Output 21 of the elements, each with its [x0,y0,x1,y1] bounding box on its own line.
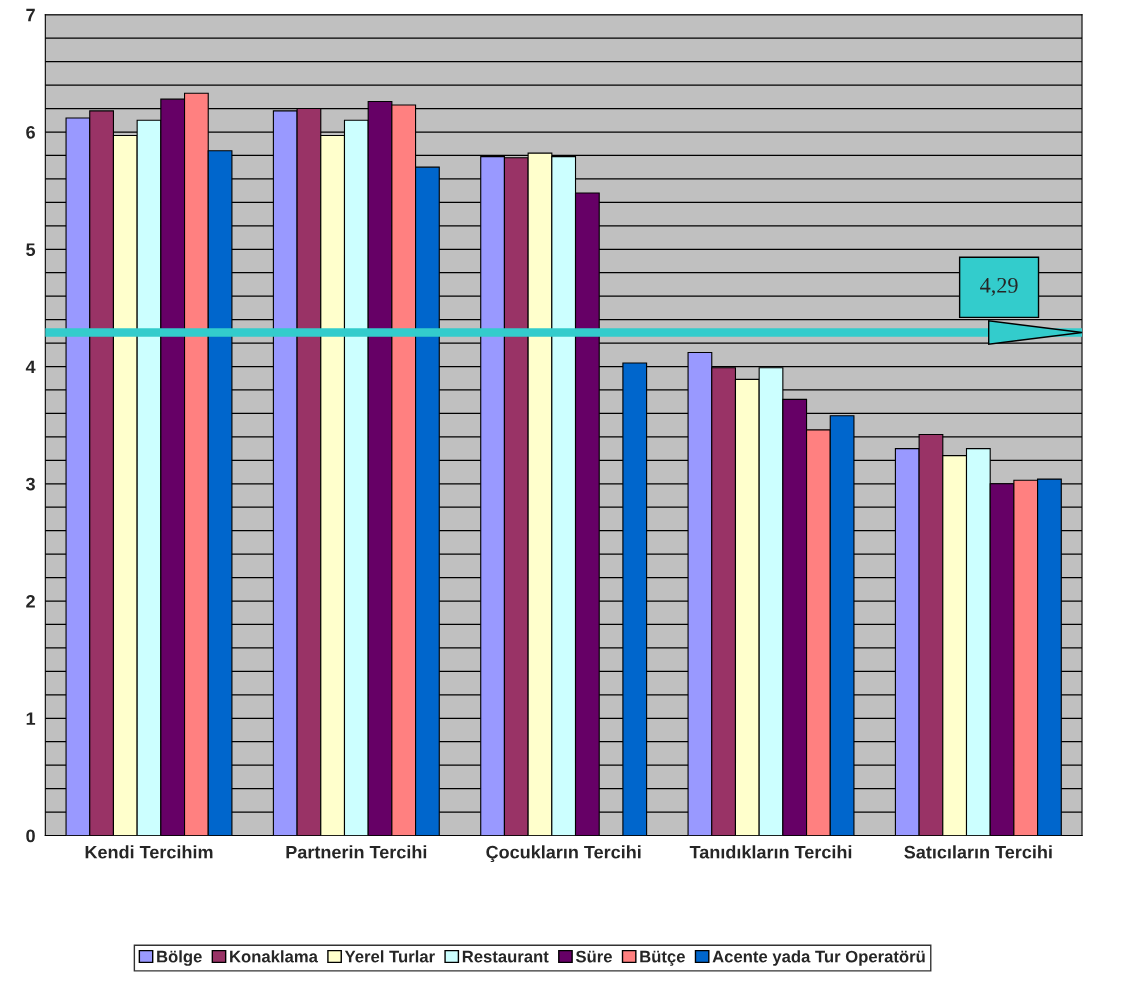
legend-label: Bölge [157,950,202,966]
legend-label: Süre [575,950,612,963]
y-tick-label: 4 [25,360,36,374]
x-tick-label: Partnerin Tercihi [286,845,427,859]
y-tick-label: 6 [26,125,35,139]
x-tick-label: Çocukların Tercihi [486,845,641,863]
ref-line-label: 4,29 [980,277,1018,297]
y-tick-label: 5 [26,243,36,256]
legend-label: Restaurant [462,950,549,963]
x-tick-label: Satıcıların Tercihi [904,845,1052,859]
legend-label: Konaklama [230,950,319,963]
x-tick-label: Tanıdıkların Tercihi [689,845,852,859]
y-tick-label: 3 [25,477,35,491]
y-tick-label: 2 [26,594,35,608]
x-tick-label: Kendi Tercihim [85,845,213,859]
legend-label: Bütçe [640,950,685,966]
y-tick-label: 0 [26,829,35,843]
y-tick-label: 1 [26,712,36,725]
y-tick-label: 7 [26,8,35,22]
legend-label: Yerel Turlar [344,950,435,963]
legend-label: Acente yada Tur Operatörü [712,950,925,966]
